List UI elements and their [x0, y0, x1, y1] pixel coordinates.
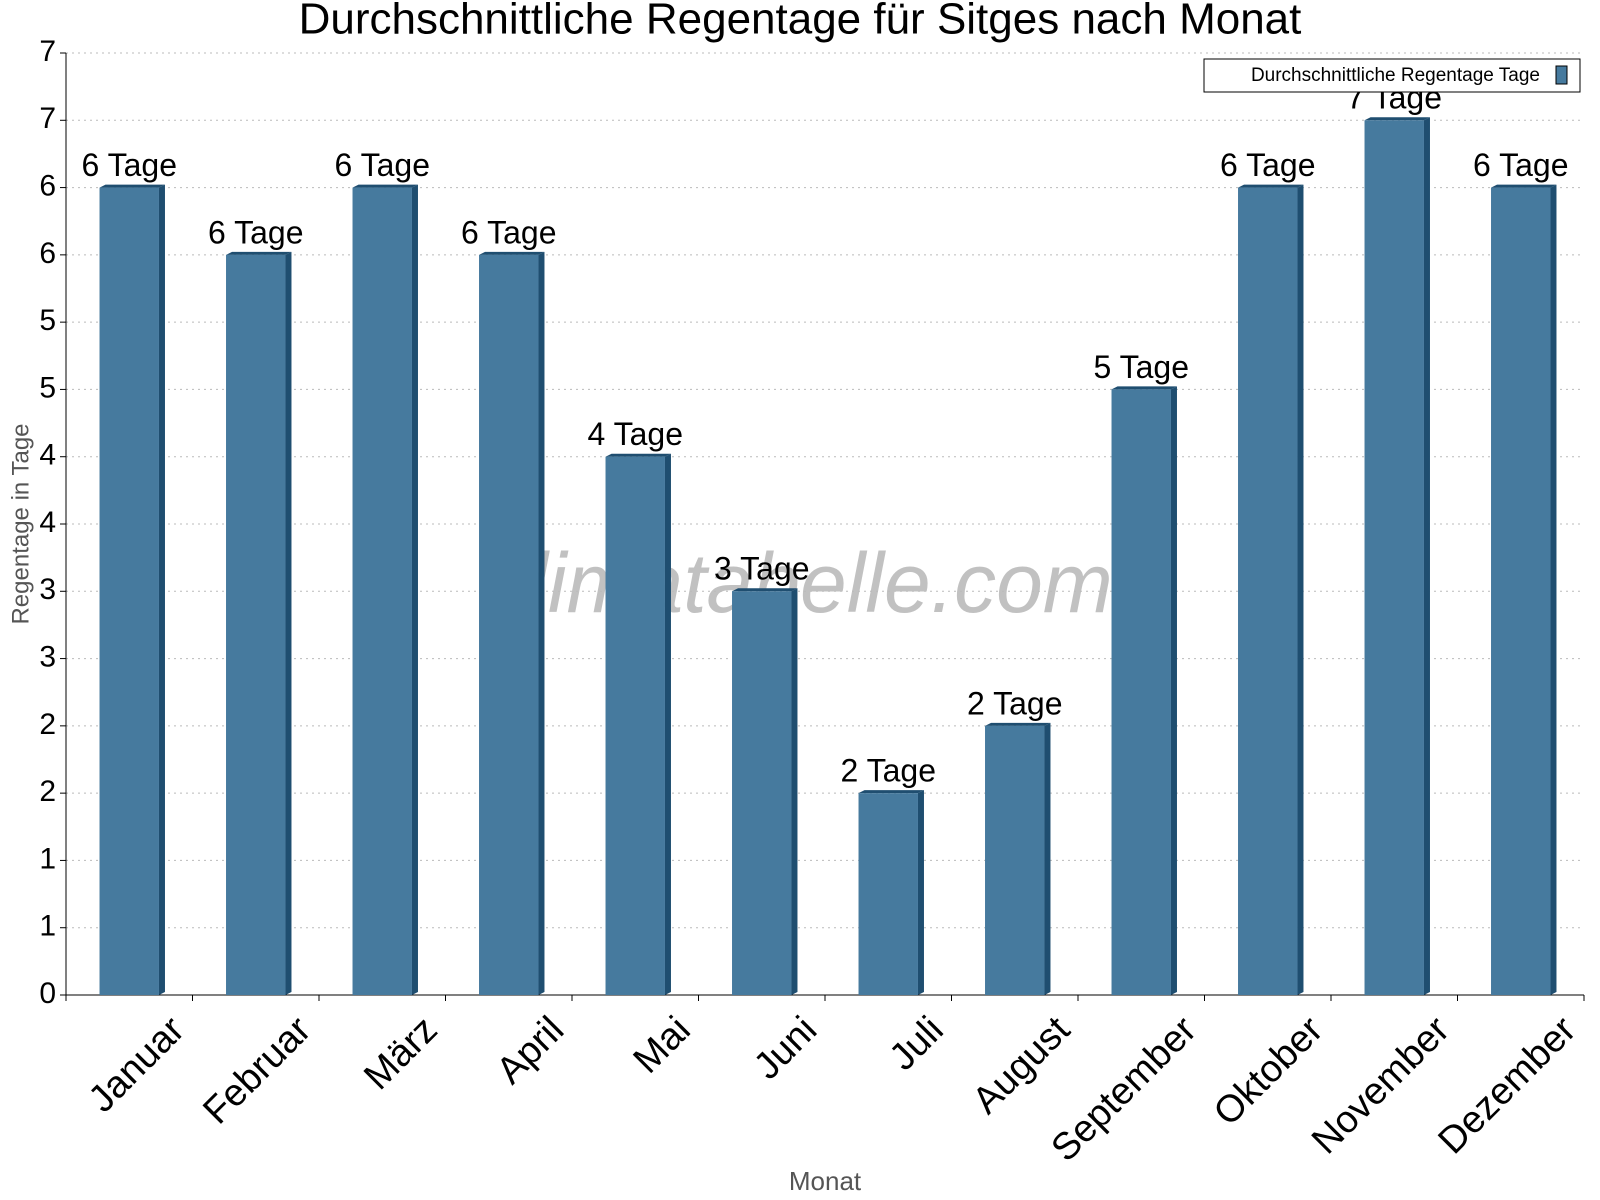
- bar-top: [1111, 386, 1177, 390]
- x-tick-label: Januar: [81, 1009, 193, 1121]
- y-tick-label: 3: [39, 640, 56, 673]
- y-tick-label: 7: [39, 102, 56, 135]
- bar-top: [352, 184, 418, 188]
- bar-top: [858, 790, 924, 794]
- bar: [1238, 184, 1304, 996]
- y-tick-label: 1: [39, 910, 56, 943]
- bar-side: [791, 588, 798, 995]
- x-tick-label: November: [1304, 1009, 1458, 1163]
- x-tick-label: Juli: [882, 1009, 952, 1079]
- bar-front: [1491, 187, 1551, 996]
- bar-side: [285, 251, 292, 995]
- bar-top: [1238, 184, 1304, 188]
- y-tick-label: 2: [39, 775, 56, 808]
- bar: [479, 251, 545, 995]
- x-axis-label: Monat: [789, 1166, 862, 1196]
- value-label: 4 Tage: [588, 416, 684, 452]
- y-tick-label: 5: [39, 371, 56, 404]
- x-tick-label: März: [356, 1009, 445, 1098]
- bar-front: [1111, 389, 1171, 995]
- x-tick-label: Juni: [746, 1009, 825, 1088]
- bar-side: [1423, 117, 1430, 996]
- bar-front: [226, 254, 286, 995]
- bar-side: [1170, 386, 1177, 995]
- bar-front: [1364, 120, 1424, 996]
- value-label: 6 Tage: [208, 214, 304, 250]
- bar-top: [226, 251, 292, 255]
- bar: [352, 184, 418, 996]
- y-tick-label: 7: [39, 35, 56, 68]
- x-tick-label: April: [489, 1009, 572, 1092]
- bar-top: [732, 588, 798, 592]
- bar-front: [732, 591, 792, 995]
- bar: [226, 251, 292, 995]
- x-tick-label: Mai: [626, 1009, 699, 1082]
- bar-side: [1044, 722, 1051, 995]
- bar-top: [1364, 117, 1430, 121]
- x-tick-label: Dezember: [1431, 1009, 1585, 1163]
- y-tick-label: 5: [39, 304, 56, 337]
- value-label: 2 Tage: [967, 685, 1063, 721]
- y-tick-label: 1: [39, 842, 56, 875]
- bar: [1111, 386, 1177, 995]
- y-axis-label: Regentage in Tage: [7, 423, 34, 624]
- x-tick-label: Februar: [195, 1009, 319, 1133]
- bar-top: [605, 453, 671, 457]
- chart-title: Durchschnittliche Regentage für Sitges n…: [299, 0, 1302, 44]
- legend-label: Durchschnittliche Regentage Tage: [1251, 65, 1540, 86]
- y-tick-label: 6: [39, 237, 56, 270]
- bar-side: [1297, 184, 1304, 996]
- bar-front: [479, 254, 539, 995]
- value-label: 6 Tage: [461, 214, 557, 250]
- bar: [858, 790, 924, 995]
- value-label: 6 Tage: [1473, 147, 1569, 183]
- bar-front: [1238, 187, 1298, 996]
- x-tick-label: August: [965, 1008, 1079, 1122]
- bar: [605, 453, 671, 995]
- y-tick-label: 2: [39, 708, 56, 741]
- value-label: 2 Tage: [841, 753, 937, 789]
- bar-top: [99, 184, 165, 188]
- value-label: 5 Tage: [1094, 349, 1190, 385]
- value-label: 6 Tage: [335, 147, 431, 183]
- value-label: 6 Tage: [1220, 147, 1316, 183]
- y-tick-label: 3: [39, 573, 56, 606]
- value-label: 6 Tage: [82, 147, 178, 183]
- bar-top: [479, 251, 545, 255]
- bar-side: [411, 184, 418, 996]
- bar-top: [1491, 184, 1557, 188]
- bar: [1491, 184, 1557, 996]
- bar-front: [858, 793, 918, 995]
- bar-side: [664, 453, 671, 995]
- watermark: klimatabelle.com: [487, 536, 1113, 630]
- bar: [99, 184, 165, 996]
- bar: [985, 722, 1051, 995]
- bar-side: [538, 251, 545, 995]
- bar-front: [352, 187, 412, 996]
- y-tick-label: 4: [39, 506, 56, 539]
- bar-top: [985, 722, 1051, 726]
- y-tick-label: 6: [39, 169, 56, 202]
- bar: [1364, 117, 1430, 996]
- bar-front: [985, 725, 1045, 995]
- bar-front: [99, 187, 159, 996]
- legend-box: [1203, 58, 1581, 93]
- y-tick-label: 4: [39, 439, 56, 472]
- x-tick-label: Oktober: [1206, 1009, 1332, 1135]
- bar-front: [605, 456, 665, 995]
- bar-side: [1550, 184, 1557, 996]
- legend-swatch: [1555, 65, 1568, 85]
- bar: [732, 588, 798, 995]
- value-label: 3 Tage: [714, 551, 810, 587]
- bar-side: [158, 184, 165, 996]
- bar-side: [917, 790, 924, 995]
- y-tick-label: 0: [39, 977, 56, 1010]
